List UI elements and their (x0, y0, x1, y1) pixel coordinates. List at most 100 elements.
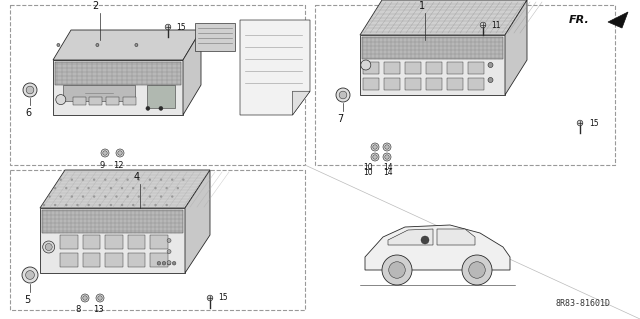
Bar (128, 253, 145, 266)
Circle shape (103, 151, 108, 155)
Circle shape (93, 178, 95, 181)
Circle shape (383, 153, 391, 161)
Circle shape (372, 145, 377, 149)
Bar (83, 235, 100, 249)
Circle shape (23, 83, 37, 97)
Circle shape (162, 262, 166, 265)
Bar (147, 85, 175, 108)
Circle shape (49, 195, 51, 198)
Circle shape (126, 178, 129, 181)
Bar (150, 253, 168, 266)
Circle shape (148, 178, 151, 181)
Circle shape (166, 204, 168, 206)
Text: 15: 15 (176, 23, 186, 32)
Circle shape (54, 204, 56, 206)
Bar (447, 78, 463, 90)
Circle shape (167, 239, 171, 242)
Circle shape (138, 178, 140, 181)
Bar (426, 62, 442, 74)
Text: 13: 13 (93, 305, 103, 314)
Circle shape (104, 195, 106, 198)
Text: 11: 11 (491, 20, 500, 29)
Bar (195, 23, 235, 51)
Bar (83, 253, 100, 266)
Circle shape (98, 296, 102, 300)
Text: 15: 15 (589, 118, 598, 128)
Circle shape (157, 262, 161, 265)
Circle shape (132, 204, 134, 206)
Bar (90, 97, 102, 105)
Circle shape (70, 195, 73, 198)
Bar (384, 62, 400, 74)
Bar (72, 97, 86, 105)
Circle shape (468, 262, 485, 278)
Bar (123, 97, 136, 105)
Bar (426, 78, 442, 90)
Circle shape (60, 195, 62, 198)
Bar (10, 170, 305, 310)
Circle shape (172, 262, 176, 265)
Polygon shape (40, 208, 185, 273)
Text: 8R83-81601D: 8R83-81601D (555, 299, 610, 308)
Circle shape (57, 43, 60, 47)
Circle shape (339, 91, 347, 99)
Polygon shape (183, 30, 201, 115)
Bar (468, 62, 484, 74)
Bar (363, 78, 379, 90)
Circle shape (76, 187, 79, 189)
Circle shape (104, 178, 106, 181)
Circle shape (81, 294, 89, 302)
Circle shape (115, 178, 118, 181)
Circle shape (385, 145, 389, 149)
Text: 5: 5 (24, 295, 30, 305)
Circle shape (207, 295, 212, 301)
Circle shape (88, 204, 90, 206)
Polygon shape (388, 229, 433, 245)
Circle shape (127, 195, 129, 198)
Bar (447, 62, 463, 74)
Polygon shape (42, 210, 183, 233)
Circle shape (182, 178, 184, 181)
Circle shape (65, 187, 67, 189)
Circle shape (167, 249, 171, 254)
Circle shape (148, 195, 151, 198)
Bar (315, 5, 615, 165)
Circle shape (171, 195, 173, 198)
Circle shape (26, 271, 35, 279)
Text: 2: 2 (92, 1, 98, 11)
Circle shape (146, 107, 150, 110)
Circle shape (65, 204, 67, 206)
Polygon shape (240, 20, 310, 115)
Polygon shape (365, 225, 510, 270)
Circle shape (143, 187, 145, 189)
Circle shape (138, 195, 140, 198)
Circle shape (121, 204, 124, 206)
Polygon shape (437, 229, 475, 245)
Circle shape (99, 187, 101, 189)
Circle shape (96, 43, 99, 47)
Circle shape (383, 143, 391, 151)
Circle shape (93, 195, 95, 198)
Polygon shape (55, 62, 181, 85)
Circle shape (82, 195, 84, 198)
Circle shape (421, 236, 429, 244)
Bar (363, 62, 379, 74)
Circle shape (118, 151, 122, 155)
Circle shape (167, 262, 171, 265)
Circle shape (154, 187, 157, 189)
Circle shape (577, 120, 583, 126)
Bar (105, 253, 123, 266)
Circle shape (372, 155, 377, 159)
Text: 15: 15 (218, 293, 228, 302)
Circle shape (99, 204, 101, 206)
Circle shape (462, 255, 492, 285)
Circle shape (96, 294, 104, 302)
Circle shape (488, 78, 493, 83)
Circle shape (115, 195, 118, 198)
Circle shape (480, 22, 486, 28)
Bar (405, 78, 421, 90)
Circle shape (167, 261, 171, 264)
Bar (10, 5, 305, 165)
Bar (150, 235, 168, 249)
Circle shape (26, 86, 34, 94)
